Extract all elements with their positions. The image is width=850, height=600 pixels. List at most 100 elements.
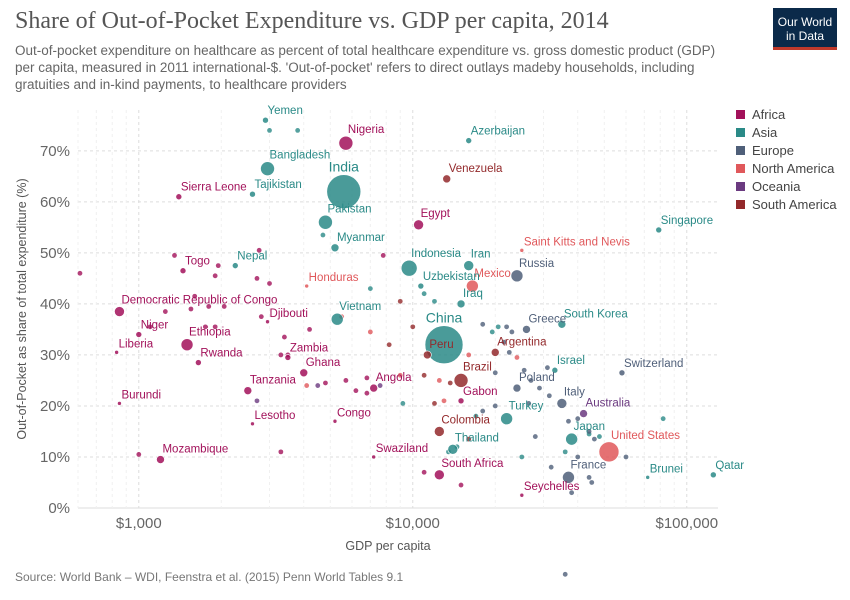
data-point-tanzania: [243, 386, 253, 395]
data-point-burundi: [117, 401, 122, 406]
data-point: [537, 385, 542, 391]
chart-subtitle: Out-of-pocket expenditure on healthcare …: [15, 43, 716, 92]
data-point: [586, 429, 592, 434]
legend-label: South America: [752, 197, 837, 212]
data-point-nepal: [231, 262, 239, 269]
point-label: Tajikistan: [254, 179, 301, 191]
legend-label: Asia: [752, 125, 778, 140]
data-point: [532, 434, 538, 439]
data-point: [254, 275, 260, 281]
point-label: Niger: [141, 320, 169, 332]
data-point: [267, 128, 272, 133]
data-point: [397, 372, 403, 378]
data-point: [501, 339, 507, 345]
data-point: [566, 418, 571, 424]
legend-label: North America: [752, 161, 835, 176]
y-tick-label: 60%: [40, 194, 70, 211]
point-label: Nepal: [237, 251, 267, 263]
data-point-south-korea: [557, 320, 567, 329]
data-point-south-africa: [434, 469, 445, 481]
legend-swatch: [736, 110, 745, 119]
data-point: [509, 329, 515, 335]
point-label: India: [329, 159, 360, 175]
legend-swatch: [736, 200, 745, 209]
legend-swatch: [736, 128, 745, 137]
legend-label: Europe: [752, 143, 794, 158]
point-label: Azerbaijan: [471, 126, 525, 138]
point-label: Myanmar: [337, 232, 385, 244]
point-label: Mexico: [474, 268, 510, 280]
x-tick-label: $100,000: [655, 515, 718, 532]
data-point-poland: [512, 383, 522, 393]
data-point: [367, 286, 373, 291]
y-tick-label: 10%: [40, 449, 70, 466]
point-label: Qatar: [715, 460, 744, 472]
data-point-brunei: [645, 475, 650, 480]
data-point-qatar: [710, 471, 717, 479]
point-label: Brunei: [650, 463, 683, 475]
y-tick-label: 50%: [40, 245, 70, 262]
data-point-zambia: [284, 354, 292, 361]
data-point: [278, 352, 284, 358]
point-label: Sierra Leone: [181, 182, 247, 194]
owid-logo[interactable]: Our World in Data: [773, 8, 837, 50]
point-label: Indonesia: [411, 248, 461, 260]
data-point-mozambique: [156, 455, 165, 464]
data-point: [597, 434, 602, 439]
point-label: Singapore: [661, 215, 713, 227]
data-point-brazil: [453, 373, 469, 388]
point-label: Israel: [557, 355, 585, 367]
data-point-ethiopia: [180, 338, 194, 352]
data-point: [364, 390, 370, 396]
data-point-united-states: [598, 441, 620, 463]
point-label: Switzerland: [624, 358, 683, 370]
data-point-venezuela: [442, 174, 452, 184]
data-point: [562, 571, 568, 577]
point-label: Italy: [564, 386, 585, 398]
point-label: Vietnam: [339, 301, 381, 313]
data-point: [353, 388, 359, 394]
logo-line-2: in Data: [785, 29, 825, 43]
point-label: Greece: [528, 313, 566, 325]
data-point-greece: [522, 325, 531, 334]
data-point-togo: [179, 267, 187, 275]
data-point-lesotho: [250, 421, 255, 427]
data-point-turkey: [500, 412, 513, 426]
data-point: [528, 378, 534, 383]
data-point: [458, 482, 464, 488]
data-point-peru: [423, 350, 432, 360]
point-label: Venezuela: [449, 163, 503, 175]
data-point: [466, 436, 472, 442]
data-point-italy: [556, 398, 568, 409]
point-label: Poland: [519, 372, 555, 384]
point-label: Thailand: [455, 432, 499, 444]
point-label: Nigeria: [348, 124, 385, 136]
data-point: [514, 355, 520, 360]
data-point-argentina: [490, 348, 500, 357]
data-point: [480, 321, 486, 327]
data-point: [660, 416, 666, 422]
point-label: Honduras: [309, 272, 359, 284]
data-point-singapore: [655, 226, 663, 234]
point-label: China: [426, 310, 463, 326]
x-tick-label: $1,000: [116, 515, 162, 532]
data-point-china: [424, 325, 464, 365]
data-point: [221, 304, 227, 309]
data-point: [421, 372, 427, 378]
legend-label: Africa: [752, 107, 786, 122]
data-point: [473, 413, 479, 419]
data-point-pakistan: [318, 214, 333, 230]
data-point: [492, 403, 498, 409]
data-point: [136, 452, 142, 457]
data-point: [526, 400, 532, 406]
point-label: Peru: [429, 339, 453, 351]
data-point: [307, 327, 312, 332]
y-axis-label: Out-of-Pocket as share of total expendit…: [15, 178, 29, 439]
point-label: Ethiopia: [189, 327, 231, 339]
data-point-vietnam: [330, 312, 344, 326]
point-label: Russia: [519, 258, 555, 270]
data-point: [377, 383, 383, 388]
data-point: [364, 375, 370, 381]
y-tick-label: 40%: [40, 296, 70, 313]
